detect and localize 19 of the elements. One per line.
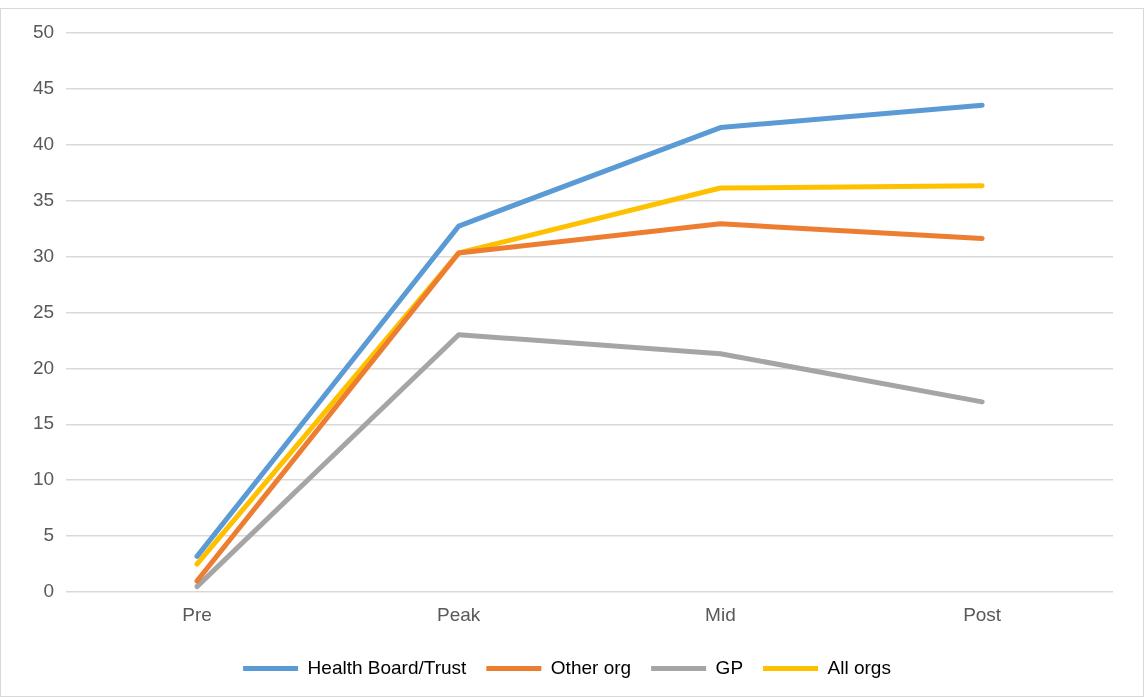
y-tick-label: 0 [43, 580, 55, 602]
y-tick-label: 35 [32, 188, 55, 210]
y-tick-label: 30 [32, 244, 55, 266]
x-tick-label: Mid [705, 603, 736, 625]
y-tick-label: 40 [32, 132, 55, 154]
legend-label: Health Board/Trust [307, 656, 468, 678]
legend-label: Other org [550, 656, 632, 678]
y-tick-label: 5 [43, 524, 55, 546]
x-tick-label: Pre [182, 603, 212, 625]
x-tick-label: Peak [437, 603, 481, 625]
legend-label: All orgs [827, 656, 891, 678]
y-tick-label: 15 [32, 412, 55, 434]
x-tick-label: Post [963, 603, 1002, 625]
y-tick-label: 10 [32, 468, 55, 490]
y-tick-label: 20 [32, 356, 55, 378]
y-tick-label: 45 [32, 76, 55, 98]
y-tick-label: 50 [32, 20, 55, 42]
legend-label: GP [715, 656, 744, 678]
y-tick-label: 25 [32, 300, 55, 322]
